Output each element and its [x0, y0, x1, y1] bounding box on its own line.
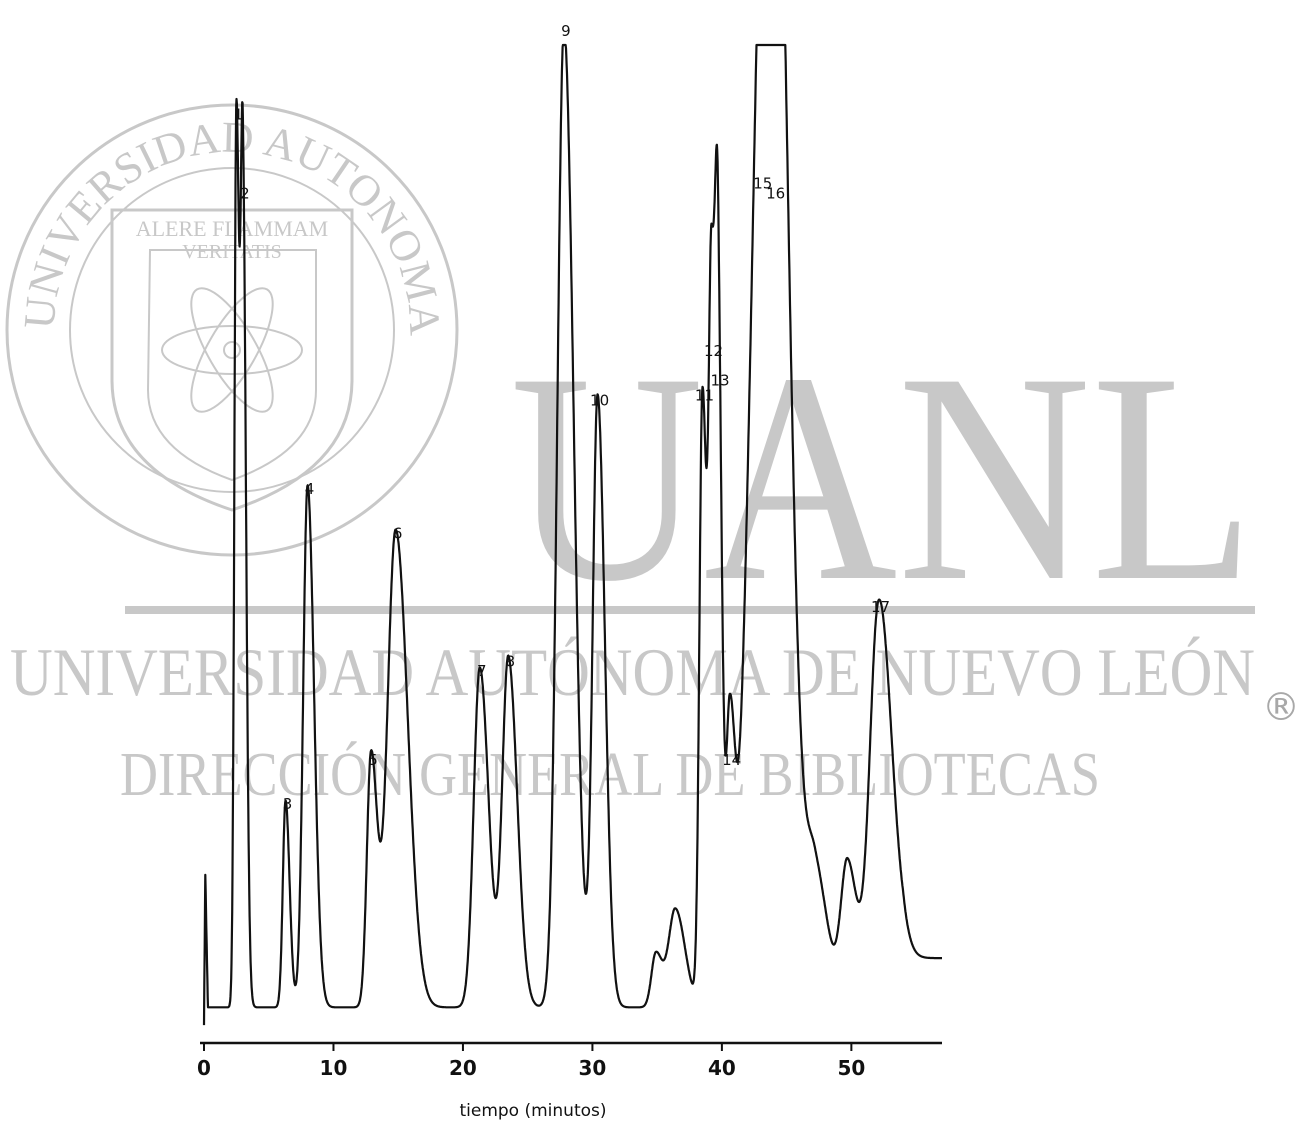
peak-label: 5 [368, 751, 378, 769]
peak-label: 1 [234, 106, 244, 124]
peak-label: 3 [283, 795, 293, 813]
watermark-line1: UNIVERSIDAD AUTÓNOMA DE NUEVO LEÓN [10, 634, 1255, 710]
peak-label: 4 [305, 480, 315, 498]
chromatogram-trace [202, 43, 943, 1026]
x-tick-label: 30 [578, 1056, 606, 1080]
peak-label: 7 [477, 662, 487, 680]
seal-motto-line1: ALERE FLAMMAM [136, 216, 329, 241]
watermark-big-text: UANL [510, 311, 1255, 643]
library-watermark: UNIVERSIDAD AUTONOMA DE NUEVO LEON ALERE… [0, 0, 1299, 809]
peak-label: 12 [704, 342, 723, 360]
watermark-rule [125, 606, 1255, 614]
atom-emblem-icon [161, 287, 303, 413]
x-tick-label: 20 [449, 1056, 477, 1080]
peak-label: 2 [240, 184, 250, 202]
x-tick-label: 10 [320, 1056, 348, 1080]
x-axis-title: tiempo (minutos) [459, 1101, 606, 1121]
peak-label: 15 [753, 175, 772, 193]
peak-label: 8 [505, 652, 515, 670]
x-tick-label: 40 [708, 1056, 736, 1080]
x-axis-ticks: 0 10 20 30 40 50 [197, 1043, 865, 1080]
registered-mark: ® [1262, 685, 1299, 729]
peak-label: 16 [766, 184, 785, 202]
peak-label: 11 [695, 386, 714, 404]
x-tick-label: 0 [197, 1056, 211, 1080]
peak-label: 13 [710, 372, 729, 390]
peak-label: 14 [722, 751, 741, 769]
watermark-line2: DIRECCIÓN GENERAL DE BIBLIOTECAS [120, 741, 1100, 809]
peak-label: 9 [561, 22, 571, 40]
seal-motto-line2: VERITATIS [182, 241, 282, 263]
peak-label: 6 [393, 524, 403, 542]
x-axis: 0 10 20 30 40 50 [197, 1041, 942, 1080]
x-tick-label: 50 [837, 1056, 865, 1080]
peak-label: 10 [590, 391, 609, 409]
university-seal: UNIVERSIDAD AUTONOMA DE NUEVO LEON ALERE… [0, 0, 459, 557]
peak-label: 17 [871, 598, 890, 616]
